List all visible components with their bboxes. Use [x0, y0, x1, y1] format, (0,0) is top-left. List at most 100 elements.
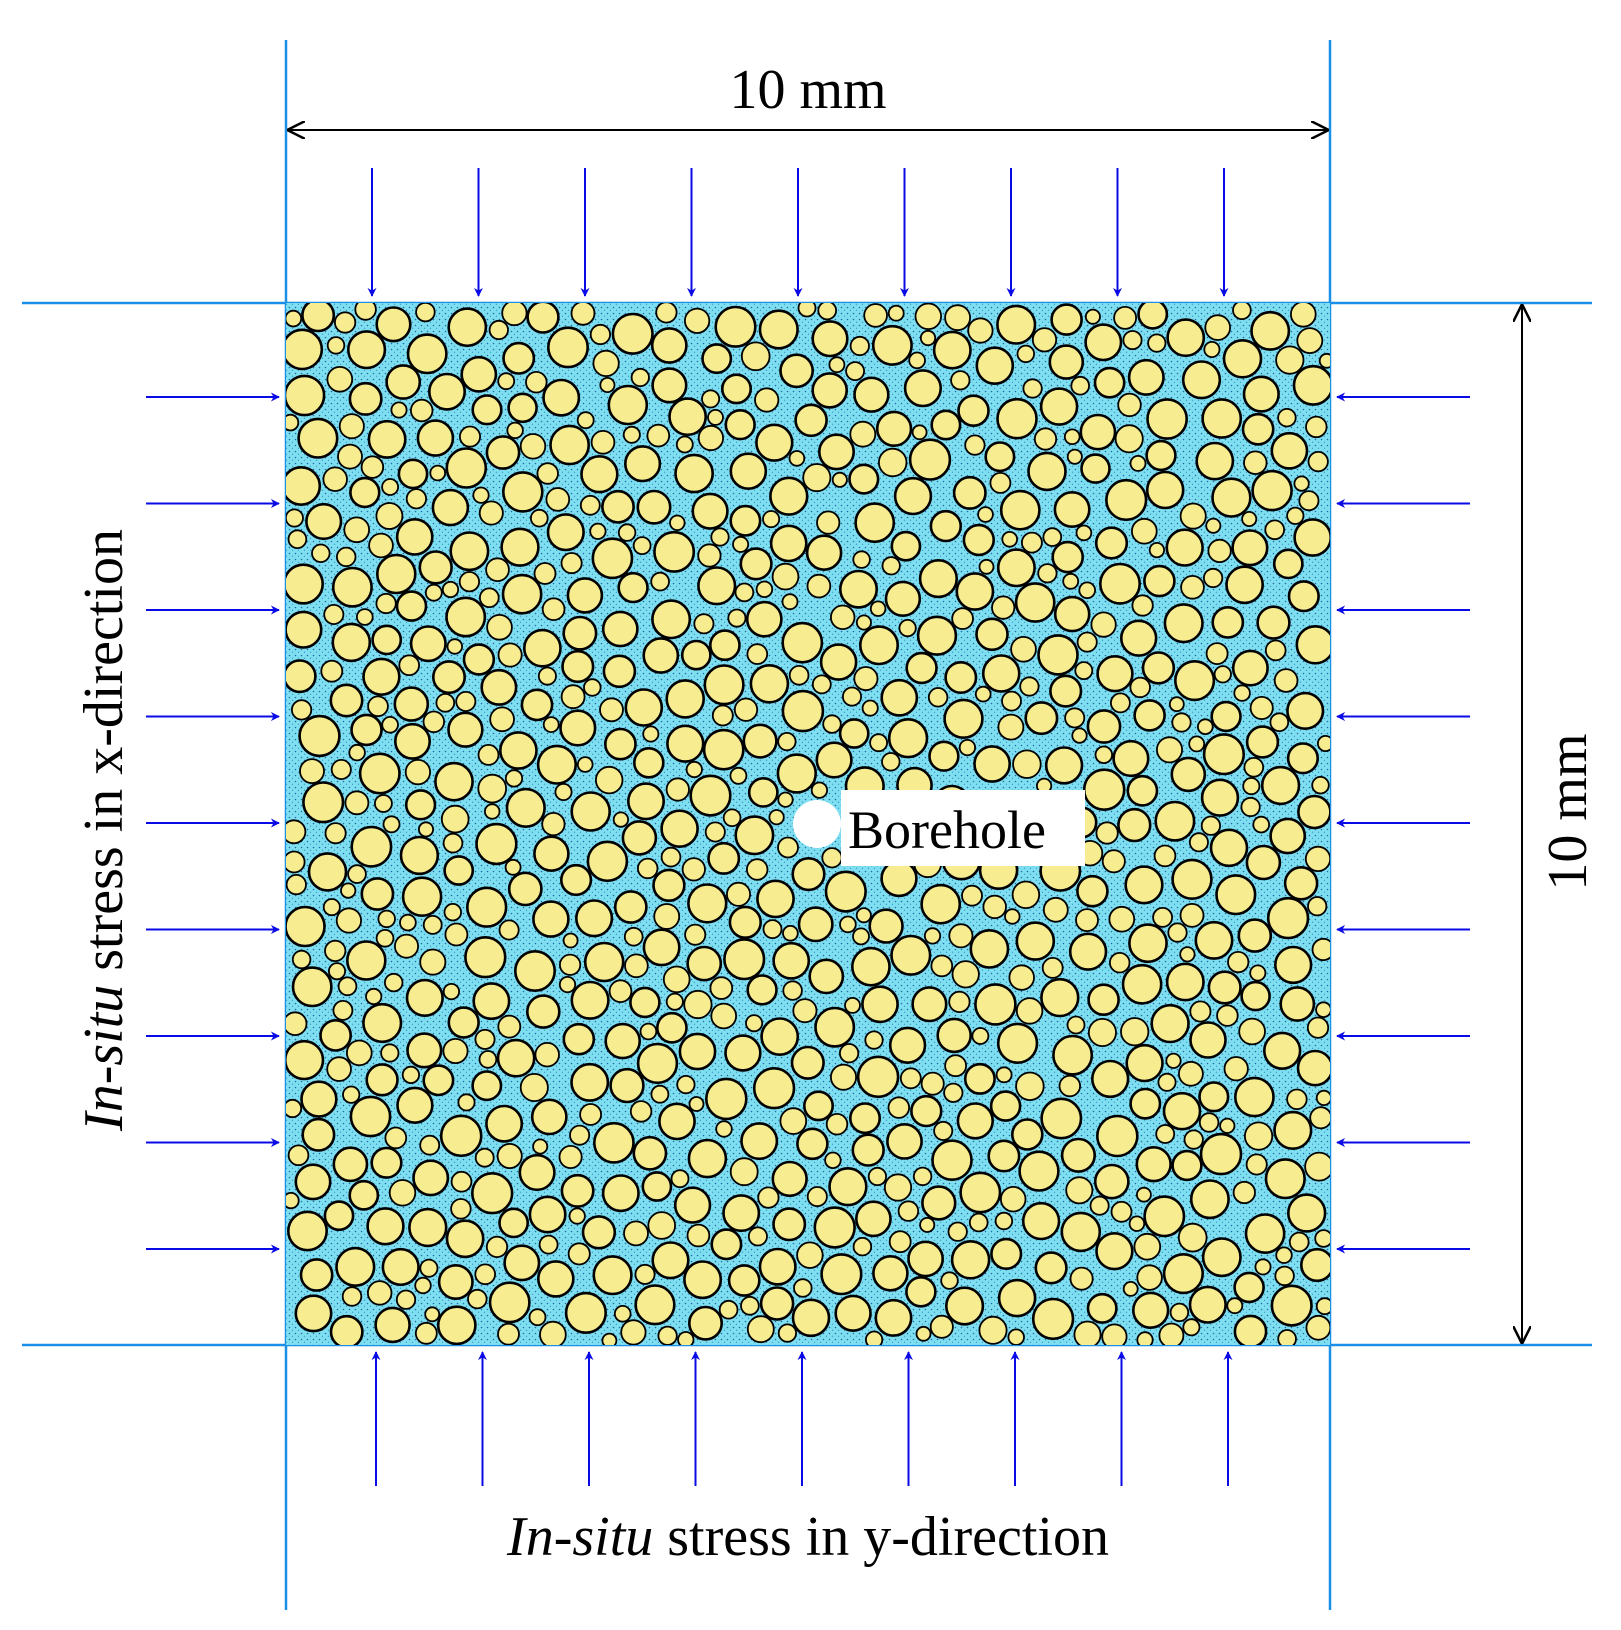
particle — [1162, 1091, 1202, 1131]
particle — [1015, 1071, 1045, 1102]
particle — [1179, 502, 1207, 530]
particle — [709, 976, 734, 1000]
particle — [532, 900, 570, 938]
particle — [723, 938, 766, 981]
particle — [851, 1133, 885, 1167]
particle — [324, 822, 347, 845]
particle — [920, 883, 962, 925]
particle — [1060, 1137, 1096, 1173]
particle — [746, 1315, 775, 1344]
particle — [726, 881, 752, 907]
particle — [1275, 1246, 1293, 1264]
particle — [722, 808, 742, 828]
particle — [842, 686, 863, 707]
particle — [1001, 690, 1022, 712]
particle — [592, 1255, 633, 1296]
particle — [701, 389, 721, 409]
particle — [586, 840, 629, 883]
particle — [360, 455, 385, 479]
particle — [291, 966, 333, 1008]
particle — [358, 752, 401, 795]
particle — [286, 850, 306, 874]
particle — [1122, 330, 1143, 351]
particle — [382, 815, 401, 834]
particle — [301, 1117, 336, 1152]
particle — [816, 510, 841, 535]
particle — [419, 1134, 441, 1156]
particle — [388, 1179, 417, 1207]
particle — [653, 530, 696, 573]
particle — [416, 419, 455, 457]
particle — [477, 773, 508, 804]
particle — [1128, 923, 1168, 964]
particle — [1227, 950, 1250, 974]
particle — [1209, 828, 1249, 868]
particle — [930, 954, 954, 978]
particle — [1306, 1016, 1330, 1039]
particle — [532, 1138, 549, 1155]
particle — [286, 328, 324, 371]
particle — [311, 543, 331, 564]
particle — [440, 804, 470, 834]
particle — [1058, 1074, 1082, 1098]
particle — [450, 1170, 473, 1193]
particle — [678, 1032, 717, 1071]
particle — [1296, 327, 1324, 355]
particle — [1128, 1215, 1146, 1232]
particle — [1090, 611, 1117, 638]
particle — [1317, 735, 1330, 752]
particle — [805, 534, 843, 572]
particle — [558, 975, 577, 994]
particle — [961, 884, 983, 907]
particle — [617, 523, 637, 542]
particle — [852, 550, 871, 569]
particle — [981, 654, 1021, 693]
particle — [863, 303, 888, 328]
particle — [871, 324, 913, 366]
particle — [669, 514, 686, 532]
particle — [1089, 1195, 1110, 1216]
particle — [1297, 794, 1330, 830]
particle — [987, 1139, 1021, 1173]
particle — [782, 980, 803, 1001]
particle — [355, 608, 374, 626]
particle — [396, 1086, 434, 1125]
particle — [519, 1073, 549, 1103]
particle — [890, 530, 922, 562]
particle — [1042, 896, 1069, 923]
particle — [1154, 800, 1196, 842]
particle — [302, 781, 345, 824]
particle — [704, 821, 726, 843]
particle — [1200, 815, 1222, 836]
particle — [1180, 574, 1205, 600]
particle — [727, 1264, 761, 1297]
particle — [322, 898, 341, 917]
particle — [869, 600, 887, 617]
particle — [1219, 1117, 1236, 1134]
particle — [632, 746, 665, 779]
particle — [1143, 1195, 1186, 1238]
particle — [881, 752, 901, 772]
particle — [504, 769, 524, 788]
particle — [1188, 735, 1206, 753]
particle — [1031, 1297, 1075, 1341]
particle — [1108, 905, 1136, 933]
particle — [1183, 1129, 1204, 1150]
particle — [1233, 1314, 1268, 1345]
particle — [320, 659, 344, 683]
particle — [855, 1200, 892, 1238]
particle — [1197, 718, 1214, 735]
particle — [991, 595, 1016, 620]
particle — [919, 329, 937, 347]
stress-arrows-left — [146, 392, 280, 1254]
particle — [728, 905, 762, 939]
particle — [474, 1263, 497, 1286]
particle — [911, 986, 948, 1023]
particle — [1145, 439, 1177, 472]
y-stress-label: In-situ stress in y-direction — [506, 1506, 1109, 1568]
particle — [951, 607, 974, 630]
particle — [1074, 661, 1094, 680]
particle — [498, 1207, 529, 1239]
height-dimension-label: 10 mm — [1537, 733, 1599, 890]
